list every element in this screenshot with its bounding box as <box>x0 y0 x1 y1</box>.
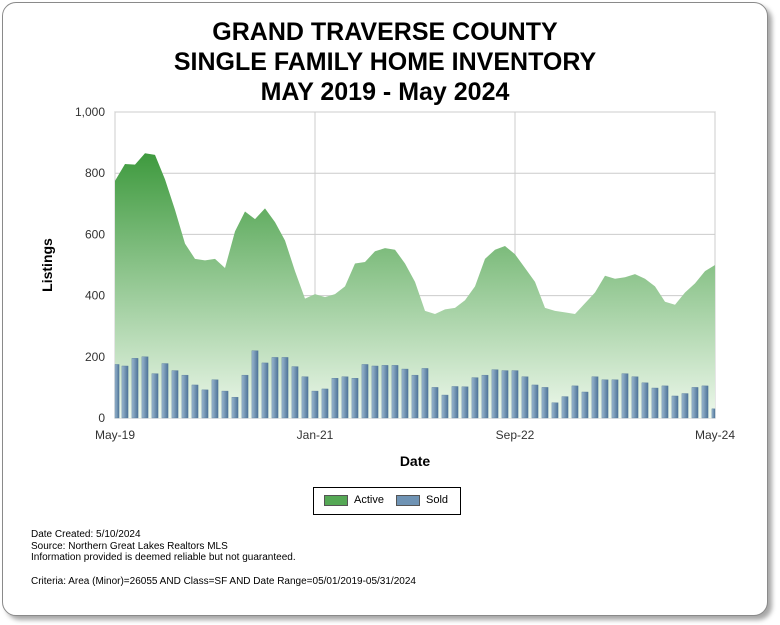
sold-bar <box>242 375 248 418</box>
sold-bar <box>362 364 368 418</box>
sold-bar <box>462 387 468 418</box>
sold-bar <box>352 378 358 418</box>
legend-swatch-active <box>324 495 348 506</box>
sold-bar <box>272 357 278 418</box>
x-tick-label: Sep-22 <box>496 428 535 442</box>
y-tick-label: 800 <box>85 166 105 180</box>
sold-bar <box>572 386 578 418</box>
sold-bar <box>622 374 628 418</box>
sold-bar <box>702 386 708 418</box>
sold-bar <box>472 378 478 418</box>
sold-bar <box>115 364 119 418</box>
sold-bar <box>612 380 618 418</box>
sold-bar <box>632 377 638 418</box>
sold-bar <box>192 385 198 418</box>
sold-bar <box>712 409 715 418</box>
sold-bar <box>392 365 398 418</box>
legend-swatch-sold <box>396 495 420 506</box>
sold-bar <box>302 377 308 418</box>
x-tick-label: May-19 <box>95 428 135 442</box>
sold-bar <box>602 380 608 418</box>
sold-bar <box>402 369 408 418</box>
sold-bar <box>262 363 268 418</box>
sold-bar <box>212 380 218 418</box>
sold-bar <box>672 396 678 418</box>
sold-bar <box>562 397 568 418</box>
sold-bar <box>412 375 418 418</box>
sold-bar <box>662 386 668 418</box>
y-tick-label: 0 <box>98 411 105 425</box>
x-tick-label: Jan-21 <box>297 428 334 442</box>
sold-bar <box>502 371 508 418</box>
criteria: Criteria: Area (Minor)=26055 AND Class=S… <box>31 576 416 588</box>
y-tick-label: 400 <box>85 289 105 303</box>
legend-item-active: Active <box>324 494 384 506</box>
sold-bar <box>322 389 328 418</box>
y-tick-label: 1,000 <box>75 105 105 119</box>
sold-bar <box>292 367 298 418</box>
sold-bar <box>552 403 558 418</box>
sold-bar <box>232 397 238 418</box>
sold-bar <box>122 366 128 418</box>
sold-bar <box>692 387 698 418</box>
sold-bar <box>482 375 488 418</box>
x-tick-label: May-24 <box>695 428 735 442</box>
disclaimer: Information provided is deemed reliable … <box>31 552 416 564</box>
sold-bar <box>652 388 658 418</box>
sold-bar <box>592 377 598 418</box>
sold-bar <box>182 375 188 418</box>
sold-bar <box>522 377 528 418</box>
y-axis-label: Listings <box>39 238 55 292</box>
y-tick-label: 600 <box>85 227 105 241</box>
chart-legend: Active Sold <box>313 487 461 515</box>
sold-bar <box>492 370 498 418</box>
sold-bar <box>512 371 518 418</box>
sold-bar <box>432 387 438 418</box>
date-created: Date Created: 5/10/2024 <box>31 529 416 541</box>
sold-bar <box>682 394 688 418</box>
sold-bar <box>582 392 588 418</box>
legend-item-sold: Sold <box>396 494 448 506</box>
sold-bar <box>152 374 158 418</box>
chart-footer: Date Created: 5/10/2024 Source: Northern… <box>31 529 416 587</box>
sold-bar <box>642 383 648 418</box>
sold-bar <box>532 385 538 418</box>
sold-bar <box>252 351 258 418</box>
sold-bar <box>172 371 178 418</box>
sold-bar <box>282 357 288 418</box>
sold-bar <box>422 368 428 418</box>
sold-bar <box>142 357 148 418</box>
sold-bar <box>312 391 318 418</box>
sold-bar <box>342 377 348 418</box>
y-tick-label: 200 <box>85 350 105 364</box>
sold-bar <box>132 358 138 418</box>
sold-bar <box>202 390 208 418</box>
sold-bar <box>382 365 388 418</box>
legend-label-sold: Sold <box>426 494 448 506</box>
sold-bar <box>542 387 548 418</box>
x-axis-label: Date <box>400 453 431 469</box>
sold-bar <box>222 391 228 418</box>
sold-bar <box>332 378 338 418</box>
sold-bar <box>452 386 458 418</box>
sold-bar <box>372 366 378 418</box>
sold-bar <box>442 395 448 418</box>
sold-bar <box>162 364 168 418</box>
legend-label-active: Active <box>354 494 384 506</box>
data-source: Source: Northern Great Lakes Realtors ML… <box>31 541 416 553</box>
